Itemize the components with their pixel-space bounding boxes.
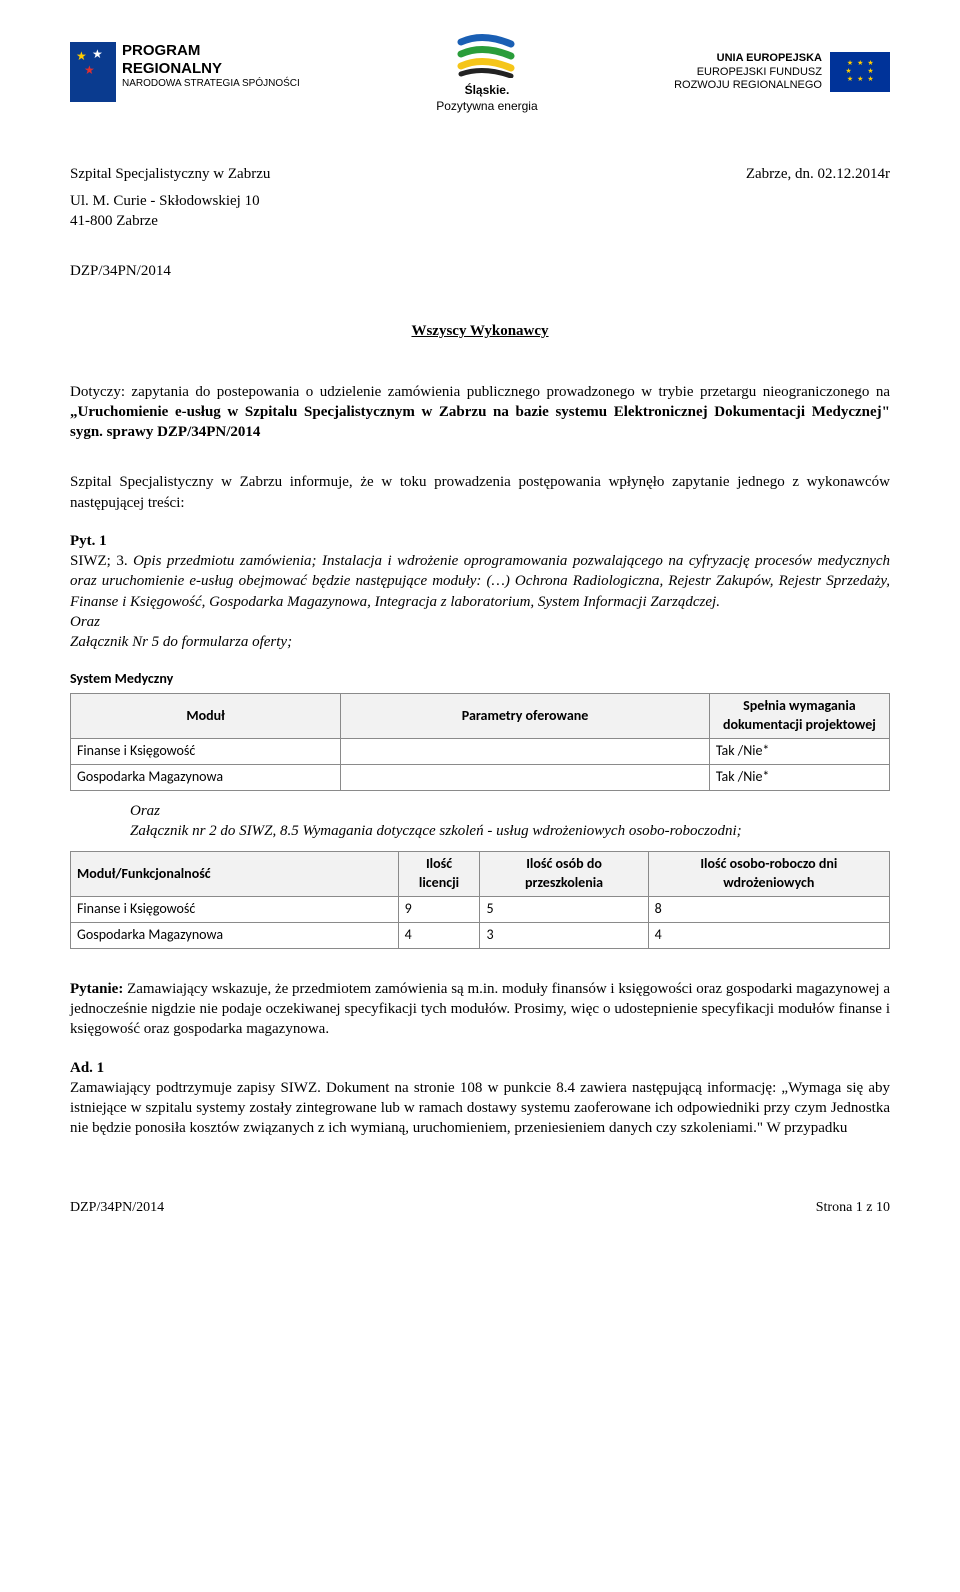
ad1-text: Zamawiający podtrzymuje zapisy SIWZ. Dok… [70, 1078, 890, 1139]
t2-r1-c0: Gospodarka Magazynowa [71, 923, 399, 949]
eu-line1: UNIA EUROPEJSKA [674, 52, 822, 65]
t2-r1-c3: 4 [648, 923, 889, 949]
pyt1-label: Pyt. 1 [70, 531, 890, 551]
regionalny-line3: NARODOWA STRATEGIA SPÓJNOŚCI [122, 78, 300, 90]
t1-h3: Spełnia wymagania dokumentacji projektow… [709, 694, 889, 739]
t2-r0-c3: 8 [648, 897, 889, 923]
eu-flag-icon: ★ ★ ★★ ★★ ★ ★ [830, 52, 890, 92]
t1-r1-c1 [341, 764, 710, 790]
pyt1-siwz-ital: Opis przedmiotu zamówienia; Instalacja i… [70, 553, 890, 610]
table-row: Gospodarka Magazynowa Tak /Nie* [71, 764, 890, 790]
t1-h2: Parametry oferowane [341, 694, 710, 739]
t2-h2: Ilość licencji [398, 852, 480, 897]
t2-h3: Ilość osób do przeszkolenia [480, 852, 648, 897]
t1-h1: Moduł [71, 694, 341, 739]
slaskie-sub: Pozytywna energia [436, 98, 537, 114]
subject-pre: Dotyczy: zapytania do postepowania o udz… [70, 384, 890, 400]
eu-line3: ROZWOJU REGIONALNEGO [674, 79, 822, 92]
indent-zal2-text: Załącznik nr 2 do SIWZ, 8.5 Wymagania do… [130, 823, 742, 839]
t2-r1-c2: 3 [480, 923, 648, 949]
t1-r0-c0: Finanse i Księgowość [71, 739, 341, 765]
regionalny-square-icon: ★ ★ ★ [70, 42, 116, 102]
pyt1-zal5: Załącznik Nr 5 do formularza oferty; [70, 634, 292, 650]
table-modules-licenses: Moduł/Funkcjonalność Ilość licencji Iloś… [70, 851, 890, 949]
recipients: Wszyscy Wykonawcy [70, 321, 890, 341]
regionalny-line1: PROGRAM [122, 42, 300, 60]
table-modules-params: Moduł Parametry oferowane Spełnia wymaga… [70, 693, 890, 791]
logo-program-regionalny: ★ ★ ★ PROGRAM REGIONALNY NARODOWA STRATE… [70, 42, 300, 102]
intro-paragraph: Szpital Specjalistyczny w Zabrzu informu… [70, 472, 890, 513]
slaskie-waves-icon [453, 30, 521, 78]
t1-r0-c1 [341, 739, 710, 765]
sender-city: 41-800 Zabrze [70, 211, 890, 231]
subject-quoted: „Uruchomienie e-usług w Szpitalu Specjal… [70, 404, 890, 440]
pyt1-oraz: Oraz [70, 614, 100, 630]
footer-left: DZP/34PN/2014 [70, 1199, 164, 1218]
t2-r0-c0: Finanse i Księgowość [71, 897, 399, 923]
page-footer: DZP/34PN/2014 Strona 1 z 10 [70, 1199, 890, 1218]
eu-line2: EUROPEJSKI FUNDUSZ [674, 66, 822, 79]
t1-r0-c2: Tak /Nie* [709, 739, 889, 765]
t1-r1-c2: Tak /Nie* [709, 764, 889, 790]
logo-unia-europejska: UNIA EUROPEJSKA EUROPEJSKI FUNDUSZ ROZWO… [674, 52, 890, 92]
header-logos: ★ ★ ★ PROGRAM REGIONALNY NARODOWA STRATE… [70, 30, 890, 114]
sender-street: Ul. M. Curie - Skłodowskiej 10 [70, 191, 890, 211]
table-row: Finanse i Księgowość 9 5 8 [71, 897, 890, 923]
t2-r1-c1: 4 [398, 923, 480, 949]
pytanie-paragraph: Pytanie: Zamawiający wskazuje, że przedm… [70, 979, 890, 1040]
table-row: Gospodarka Magazynowa 4 3 4 [71, 923, 890, 949]
sender-name: Szpital Specjalistyczny w Zabrzu [70, 164, 270, 184]
indent-oraz: Oraz [130, 803, 160, 819]
regionalny-line2: REGIONALNY [122, 60, 300, 78]
pyt1-siwz-pre: SIWZ; 3. [70, 553, 133, 569]
table-row: Finanse i Księgowość Tak /Nie* [71, 739, 890, 765]
t1-r1-c0: Gospodarka Magazynowa [71, 764, 341, 790]
pytanie-text: Zamawiający wskazuje, że przedmiotem zam… [70, 981, 890, 1038]
ad1-label: Ad. 1 [70, 1058, 890, 1078]
t2-r0-c1: 9 [398, 897, 480, 923]
t2-h4: Ilość osobo-roboczo dni wdrożeniowych [648, 852, 889, 897]
system-medyczny-label: System Medyczny [70, 670, 890, 689]
document-date: Zabrze, dn. 02.12.2014r [746, 164, 890, 184]
subject-line: Dotyczy: zapytania do postepowania o udz… [70, 382, 890, 443]
t2-h1: Moduł/Funkcjonalność [71, 852, 399, 897]
reference-number: DZP/34PN/2014 [70, 261, 890, 281]
footer-right: Strona 1 z 10 [816, 1199, 890, 1218]
slaskie-title: Śląskie. [436, 82, 537, 98]
pyt1-body: SIWZ; 3. Opis przedmiotu zamówienia; Ins… [70, 551, 890, 652]
address-date-row: Szpital Specjalistyczny w Zabrzu Zabrze,… [70, 164, 890, 184]
t2-r0-c2: 5 [480, 897, 648, 923]
pytanie-label: Pytanie: [70, 981, 123, 997]
indent-zal2: Oraz Załącznik nr 2 do SIWZ, 8.5 Wymagan… [130, 801, 890, 842]
logo-slaskie: Śląskie. Pozytywna energia [436, 30, 537, 114]
